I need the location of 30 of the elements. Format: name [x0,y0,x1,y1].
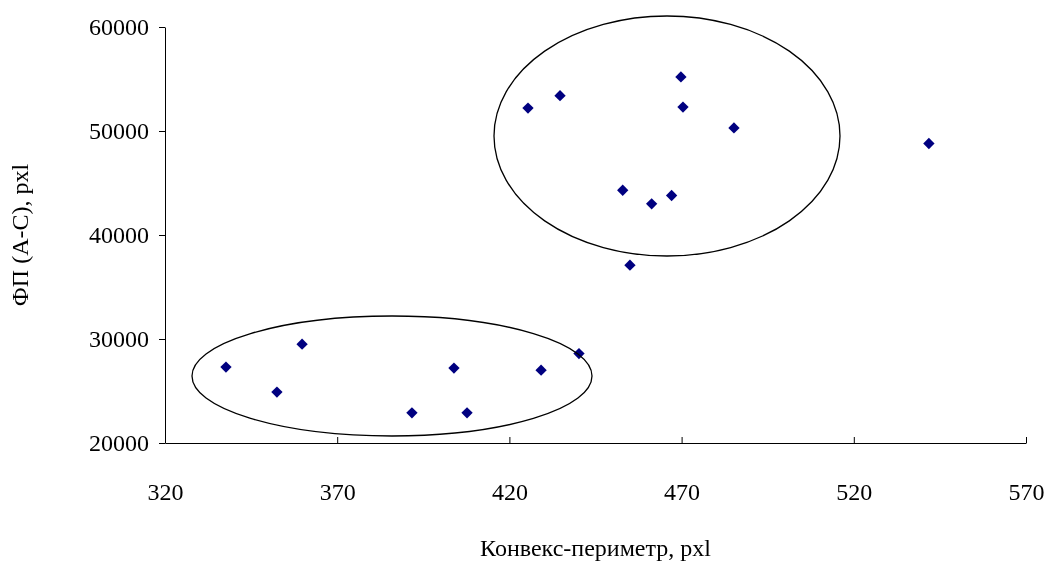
point [220,361,232,373]
y-axis-title: ФП (А-С), pxl [7,163,33,307]
x-tick-label: 370 [319,479,356,506]
y-tick-label: 60000 [89,14,149,41]
point [923,137,935,150]
y-tick-label: 20000 [89,430,149,457]
point [461,407,473,419]
point [675,71,687,83]
point [535,364,547,376]
point [617,184,629,196]
x-tick-label: 420 [491,479,528,506]
x-tick-label: 470 [664,479,701,506]
point [728,122,740,134]
point [448,362,460,374]
y-tick-label: 40000 [89,222,149,249]
point [271,386,283,398]
point [624,259,636,271]
point [645,198,658,210]
x-tick-label: 520 [836,479,873,506]
point [665,189,678,202]
x-axis-title: Конвекс-периметр, pxl [480,535,712,561]
point [554,89,566,102]
y-tick-label: 30000 [89,326,149,353]
point [296,338,308,350]
x-tick-label: 320 [147,479,184,506]
point [677,101,689,113]
x-tick-label: 570 [1008,479,1045,506]
point [406,407,418,419]
y-tick-label: 50000 [89,118,149,145]
point [522,102,534,114]
